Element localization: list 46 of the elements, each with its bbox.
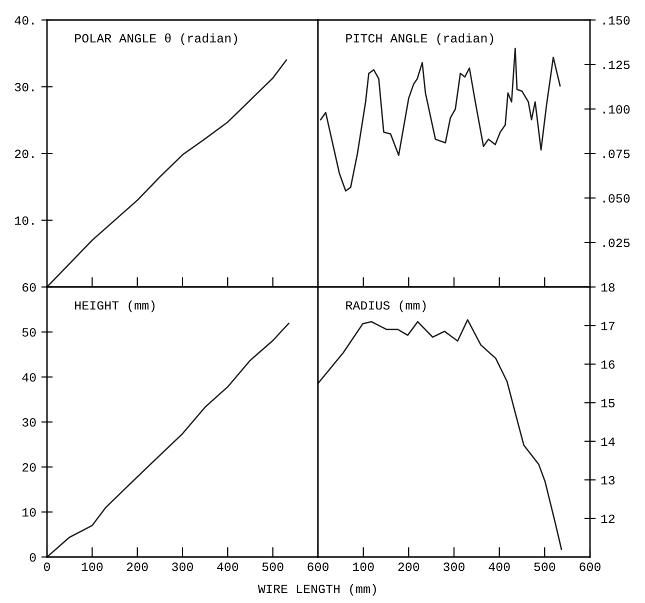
text: PITCH ANGLE (radian) <box>346 33 494 45</box>
line-series <box>318 319 562 550</box>
x-tick-label: 100 <box>352 562 374 572</box>
line-series <box>47 59 288 287</box>
x-axis-title: WIRE LENGTH (mm) <box>258 584 376 596</box>
text: HEIGHT (mm) <box>75 300 155 312</box>
y-tick-label: .125 <box>603 60 630 70</box>
y-tick-label: 18 <box>601 283 615 292</box>
y-tick-label: 60 <box>22 283 36 292</box>
x-tick-label: 300 <box>172 562 193 572</box>
line-series <box>47 322 290 557</box>
y-tick-label: 30 <box>22 418 36 427</box>
x-tick-label: 200 <box>126 562 148 572</box>
y-tick-label: 30. <box>14 82 34 92</box>
x-tick-label: 300 <box>444 562 464 572</box>
y-tick-label: 15 <box>601 399 615 408</box>
y-tick-label: 0 <box>30 553 36 562</box>
y-tick-label: .075 <box>603 150 630 158</box>
x-tick-label: 0 <box>44 562 50 572</box>
y-tick-label: 13 <box>601 476 615 485</box>
y-tick-label: .050 <box>603 194 630 203</box>
y-tick-label: 20 <box>22 463 36 472</box>
y-tick-label: 10 <box>22 508 36 517</box>
y-tick-label: 10. <box>14 216 34 225</box>
text: RADIUS (mm) <box>346 300 426 312</box>
x-tick-label: 600 <box>580 562 600 572</box>
line-series <box>320 48 561 192</box>
x-tick-label: 400 <box>217 562 238 572</box>
y-tick-label: 20. <box>14 150 34 158</box>
x-tick-label: 200 <box>398 562 420 572</box>
y-tick-label: .100 <box>603 105 630 114</box>
y-tick-label: 12 <box>601 514 615 523</box>
x-tick-label: 500 <box>534 562 556 572</box>
y-tick-label: 40. <box>14 16 34 25</box>
y-tick-label: 16 <box>601 360 615 369</box>
y-tick-label: 17 <box>601 322 614 330</box>
y-tick-label: 40 <box>22 373 36 382</box>
y-tick-label: 14 <box>601 438 615 446</box>
text: POLAR ANGLE θ (radian) <box>75 33 238 45</box>
x-tick-label: 500 <box>262 562 284 572</box>
x-tick-label: 600 <box>308 562 328 572</box>
y-tick-label: .025 <box>603 238 630 248</box>
x-tick-label: 100 <box>82 562 103 572</box>
y-tick-label: .150 <box>603 16 630 25</box>
y-tick-label: 50 <box>22 328 36 337</box>
x-tick-label: 400 <box>488 562 510 572</box>
